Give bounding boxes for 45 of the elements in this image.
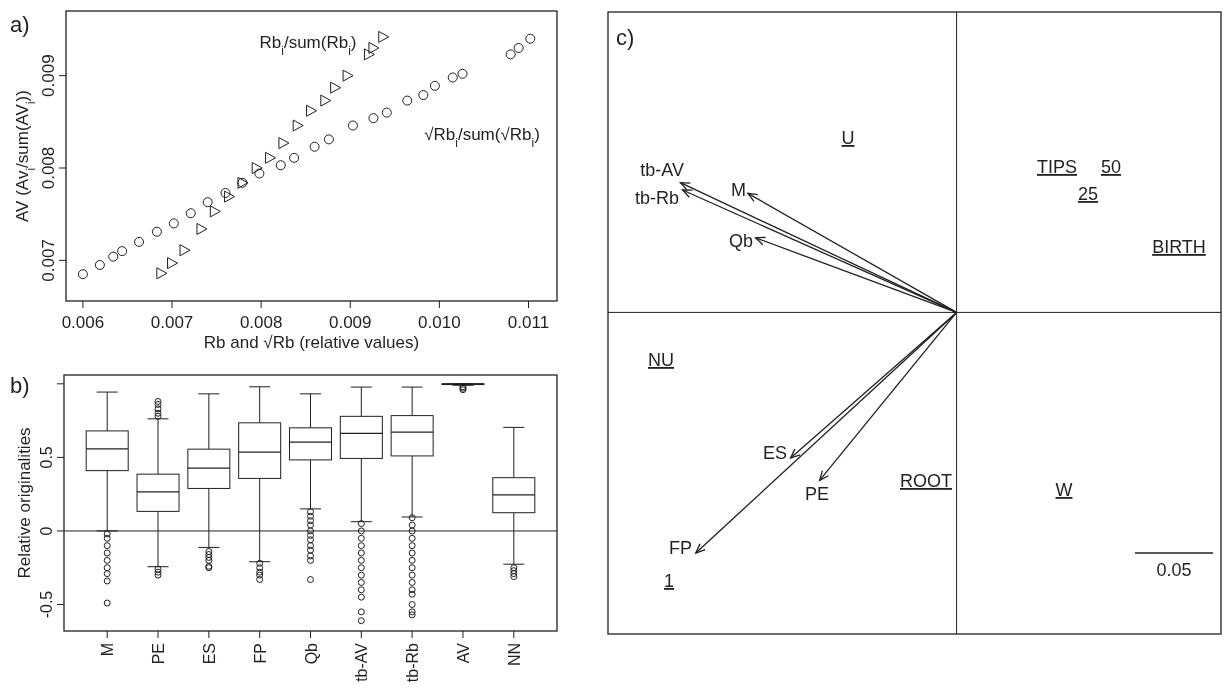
text: ES (762, 443, 787, 463)
y-tick-label: -0.5 (38, 590, 55, 619)
text: tb-AV (640, 160, 684, 180)
y-tick-label: 0.007 (39, 239, 58, 282)
x-tick-label: 0.008 (239, 313, 283, 332)
x-tick-label: 0.009 (328, 313, 372, 332)
x-tick-label: tb-Rb (404, 642, 422, 683)
x-axis-title: Rb and √Rb (relative values) (203, 333, 420, 352)
text: 25 (1077, 184, 1099, 204)
text: TIPS (1036, 157, 1078, 177)
x-tick-label: 0.011 (507, 313, 550, 332)
x-tick-label: 0.006 (61, 313, 105, 332)
text: tb-Rb (634, 188, 679, 208)
text: M (731, 180, 746, 200)
chart-title: b) (10, 373, 30, 398)
text: ROOT (900, 471, 952, 491)
x-tick-label: 0.010 (418, 313, 461, 332)
x-tick-label: PE (150, 643, 168, 665)
x-tick-label: 0.007 (150, 313, 194, 332)
text: W (1055, 480, 1073, 500)
text: 1 (663, 571, 675, 591)
text: 50 (1100, 157, 1122, 177)
text: c) (616, 25, 635, 50)
text: NU (648, 350, 674, 370)
text: Qb (728, 231, 753, 251)
x-tick-label: AV (454, 642, 472, 664)
y-tick-label: 0.5 (38, 446, 55, 469)
y-axis-title: Relative originalities (15, 427, 34, 579)
text: BIRTH (1152, 237, 1206, 257)
text: 0.05 (1156, 560, 1192, 580)
x-tick-label: FP (251, 643, 269, 664)
series-label: √Rb$_{i}$/sum(√Rb$_{i}$) (424, 125, 540, 150)
y-tick-label: 0.008 (39, 146, 58, 190)
chart-title: a) (10, 12, 30, 37)
text: FP (668, 538, 692, 558)
x-tick-label: ES (200, 643, 218, 665)
x-tick-label: tb-AV (353, 642, 371, 682)
x-tick-label: Qb (302, 642, 320, 665)
text: U (841, 128, 855, 148)
y-tick-label: 0 (38, 526, 55, 536)
text: PE (804, 484, 830, 504)
y-tick-label: 0.009 (39, 54, 58, 97)
x-tick-label: M (99, 643, 117, 657)
x-tick-label: NN (505, 643, 523, 667)
series-label: Rb$_{i}$/sum(Rb$_{i}$) (259, 33, 357, 58)
